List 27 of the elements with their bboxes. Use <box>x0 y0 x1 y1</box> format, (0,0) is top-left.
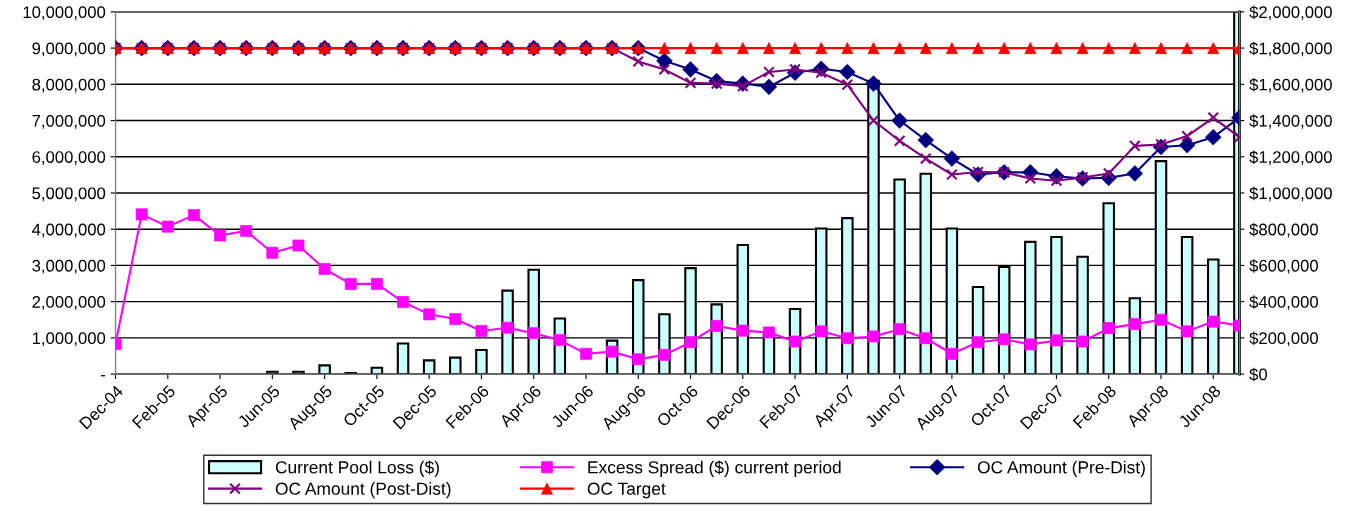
y-tick-label: 9,000,000 <box>32 42 106 57</box>
y-tick-label: 5,000,000 <box>32 187 106 202</box>
y2-tick-label: $1,600,000 <box>1249 78 1332 93</box>
y2-tick-label: $2,000,000 <box>1249 5 1332 21</box>
y2-tick-label: $800,000 <box>1249 222 1318 238</box>
legend-label: Current Pool Loss ($) <box>275 460 439 477</box>
y2-tick-label: $400,000 <box>1249 295 1318 310</box>
y-tick-label: 8,000,000 <box>32 78 106 93</box>
y2-tick-label: $1,400,000 <box>1249 114 1332 129</box>
y2-tick-label: $200,000 <box>1249 331 1318 347</box>
y-tick-label: 1,000,000 <box>32 332 106 347</box>
y-tick-label: 6,000,000 <box>32 151 106 165</box>
y-tick-label: 3,000,000 <box>32 259 106 274</box>
y2-tick-label: $1,200,000 <box>1249 150 1332 165</box>
legend-label: Excess Spread ($) current period <box>588 460 841 477</box>
y2-tick-label: $0 <box>1249 367 1268 382</box>
y-tick-label: 2,000,000 <box>32 296 106 310</box>
y2-tick-label: $1,800,000 <box>1249 41 1332 57</box>
y2-tick-label: $600,000 <box>1249 259 1318 274</box>
y-tick-label: 7,000,000 <box>32 114 106 129</box>
legend-label: OC Target <box>587 482 666 499</box>
y-tick-label: - <box>100 375 106 377</box>
y2-tick-label: $1,000,000 <box>1249 186 1332 202</box>
y-tick-label: 10,000,000 <box>23 6 106 21</box>
legend-label: OC Amount (Pre-Dist) <box>977 460 1145 477</box>
y-tick-label: 4,000,000 <box>32 223 106 238</box>
legend-label: OC Amount (Post-Dist) <box>275 482 451 499</box>
